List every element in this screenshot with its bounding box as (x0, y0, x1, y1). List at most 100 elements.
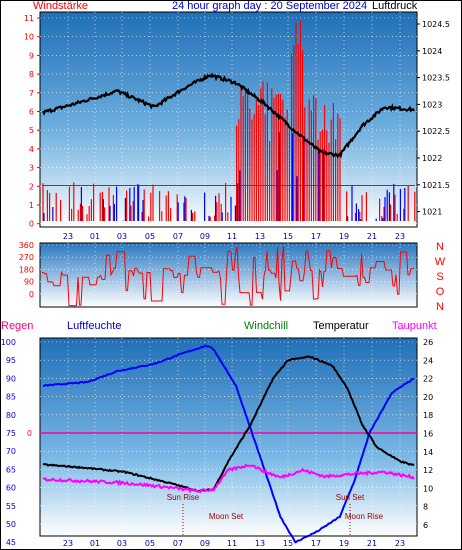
luftdruck-axis: 1024.5 1024 1023.5 1023 1022.5 1022 1021.5 1021 (417, 20, 450, 217)
windstaerke-tick: 8 (29, 70, 34, 79)
temperatur-tick: 14 (423, 448, 433, 457)
luftfeuchte-tick: 55 (6, 502, 16, 511)
hour-tick: 01 (90, 232, 100, 241)
windstaerke-tick: 1 (29, 201, 34, 210)
direction-tick: 0 (29, 290, 34, 299)
temperatur-axis: 26 24 22 20 18 16 14 12 10 8 6 (423, 338, 433, 530)
hour-tick: 07 (173, 539, 183, 548)
taupunkt-label: Taupunkt (392, 320, 437, 332)
temperatur-tick: 16 (423, 430, 433, 439)
hour-tick: 09 (200, 539, 210, 548)
luftfeuchte-tick: 65 (6, 465, 16, 474)
windstaerke-tick: 9 (29, 51, 34, 60)
windstaerke-tick: 0 (29, 220, 34, 229)
temperatur-tick: 18 (423, 411, 433, 420)
hour-tick: 23 (395, 539, 405, 548)
luftdruck-tick: 1023.5 (422, 74, 450, 83)
temperatur-tick: 8 (423, 503, 428, 512)
windstaerke-tick: 7 (29, 89, 34, 98)
hour-tick: 17 (311, 232, 321, 241)
hour-tick: 15 (283, 539, 293, 548)
wind-gust-series (43, 132, 406, 221)
hour-tick: 07 (173, 232, 183, 241)
wind-pressure-plot-area (39, 11, 418, 228)
pressure-line (42, 72, 415, 159)
luftdruck-tick: 1022 (422, 154, 442, 163)
regen-label: Regen (1, 320, 34, 332)
luftfeuchte-tick: 85 (6, 393, 16, 402)
luftfeuchte-tick: 100 (1, 338, 16, 347)
compass-letter: N (436, 241, 444, 253)
hour-tick: 21 (367, 539, 377, 548)
luftfeuchte-tick: 75 (6, 429, 16, 438)
luftfeuchte-tick: 95 (6, 356, 16, 365)
windstaerke-tick: 2 (29, 182, 34, 191)
sun-rise-label: Sun Rise (167, 493, 200, 502)
dewpoint-line (42, 463, 415, 494)
hour-tick: 03 (117, 539, 127, 548)
wind-pressure-grid (40, 12, 417, 227)
temperatur-tick: 12 (423, 466, 433, 475)
temp-humidity-plot-area (39, 337, 418, 537)
windstaerke-tick: 5 (29, 126, 34, 135)
hour-tick: 05 (145, 539, 155, 548)
hour-tick: 13 (255, 539, 265, 548)
compass-letter: O (436, 286, 445, 298)
compass-letter: S (436, 271, 443, 283)
bottom-hour-axis: 23 01 03 05 07 09 11 13 15 17 19 21 23 (63, 539, 405, 548)
luftdruck-label: Luftdruck (372, 0, 418, 12)
luftfeuchte-tick: 70 (6, 447, 16, 456)
direction-tick: 360 (19, 241, 34, 250)
windchill-label: Windchill (244, 320, 289, 332)
hour-tick: 11 (227, 539, 237, 548)
windstaerke-tick: 10 (24, 33, 34, 42)
hour-tick: 13 (255, 232, 265, 241)
luftfeuchte-label: Luftfeuchte (67, 320, 122, 332)
temperatur-tick: 22 (423, 375, 433, 384)
hour-tick: 05 (145, 232, 155, 241)
hour-tick: 23 (395, 232, 405, 241)
temperatur-tick: 10 (423, 484, 433, 493)
top-hour-axis: 23 01 03 05 07 09 11 13 15 17 19 21 23 (63, 232, 405, 241)
sun-set-label: Sun Set (336, 493, 365, 502)
moon-set-label: Moon Set (209, 512, 244, 521)
luftfeuchte-tick: 80 (6, 411, 16, 420)
luftdruck-tick: 1024.5 (422, 20, 450, 29)
hour-tick: 19 (339, 232, 349, 241)
luftfeuchte-tick: 90 (6, 374, 16, 383)
direction-tick: 90 (24, 278, 34, 287)
hour-tick: 17 (311, 539, 321, 548)
windstaerke-tick: 3 (29, 164, 34, 173)
temperatur-tick: 26 (423, 338, 433, 347)
wind-speed-series (42, 20, 416, 221)
hour-tick: 23 (63, 539, 73, 548)
windstaerke-label: Windstärke (33, 0, 89, 12)
chart-title: 24 hour graph day : 20 September 2024 (172, 0, 368, 12)
hour-tick: 11 (227, 232, 237, 241)
luftdruck-tick: 1022.5 (422, 127, 450, 136)
luftdruck-tick: 1021.5 (422, 181, 450, 190)
temperatur-label: Temperatur (313, 320, 369, 332)
astro-events: Sun Rise Moon Set Sun Set Moon Rise (167, 493, 384, 536)
windstaerke-tick: 6 (29, 108, 34, 117)
hour-tick: 09 (200, 232, 210, 241)
hour-tick: 03 (117, 232, 127, 241)
temperature-line (42, 355, 415, 493)
direction-tick: 180 (19, 265, 34, 274)
luftdruck-tick: 1024 (422, 47, 442, 56)
temperatur-tick: 24 (423, 356, 433, 365)
wind-direction-line (42, 246, 415, 307)
hour-tick: 21 (367, 232, 377, 241)
luftfeuchte-tick: 50 (6, 520, 16, 529)
hour-tick: 01 (90, 539, 100, 548)
direction-tick: 270 (19, 253, 34, 262)
temperatur-tick: 6 (423, 521, 428, 530)
hour-tick: 23 (63, 232, 73, 241)
wind-direction-plot-area (39, 242, 418, 308)
moon-rise-label: Moon Rise (345, 512, 384, 521)
luftfeuchte-tick: 45 (6, 538, 16, 547)
luftfeuchte-tick: 60 (6, 484, 16, 493)
temperatur-tick: 20 (423, 393, 433, 402)
